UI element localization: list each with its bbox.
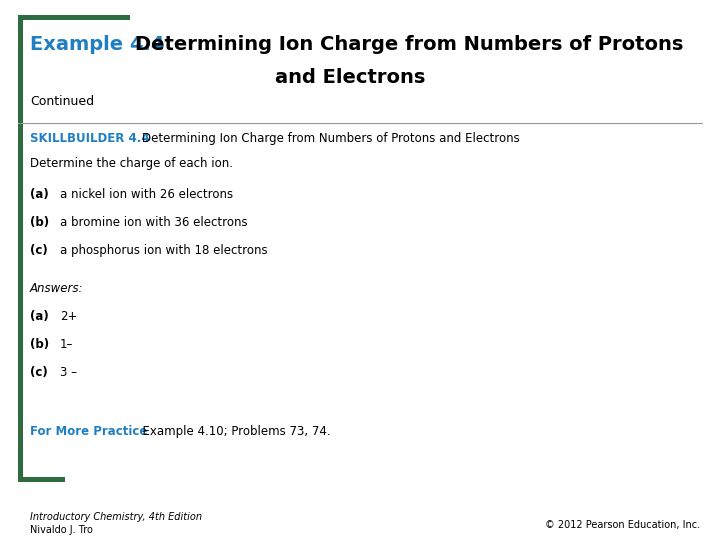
Text: Continued: Continued bbox=[30, 95, 94, 108]
Text: and Electrons: and Electrons bbox=[275, 68, 426, 87]
Text: (b): (b) bbox=[30, 338, 49, 351]
Bar bbox=[18, 15, 130, 20]
Text: Example 4.10; Problems 73, 74.: Example 4.10; Problems 73, 74. bbox=[135, 425, 330, 438]
Text: 3 –: 3 – bbox=[60, 366, 77, 379]
Text: a bromine ion with 36 electrons: a bromine ion with 36 electrons bbox=[60, 216, 248, 229]
Text: a nickel ion with 26 electrons: a nickel ion with 26 electrons bbox=[60, 188, 233, 201]
Text: Example 4.4: Example 4.4 bbox=[30, 35, 164, 54]
Text: Nivaldo J. Tro: Nivaldo J. Tro bbox=[30, 525, 93, 535]
Text: (a): (a) bbox=[30, 188, 49, 201]
Text: (c): (c) bbox=[30, 244, 48, 257]
Text: 2+: 2+ bbox=[60, 310, 77, 323]
Bar bbox=[18, 477, 65, 482]
Text: a phosphorus ion with 18 electrons: a phosphorus ion with 18 electrons bbox=[60, 244, 268, 257]
Text: Determine the charge of each ion.: Determine the charge of each ion. bbox=[30, 157, 233, 170]
Text: (b): (b) bbox=[30, 216, 49, 229]
Text: Determining Ion Charge from Numbers of Protons: Determining Ion Charge from Numbers of P… bbox=[135, 35, 683, 54]
Text: (c): (c) bbox=[30, 366, 48, 379]
Bar bbox=[18, 15, 23, 482]
Text: © 2012 Pearson Education, Inc.: © 2012 Pearson Education, Inc. bbox=[545, 520, 700, 530]
Text: For More Practice: For More Practice bbox=[30, 425, 148, 438]
Text: Answers:: Answers: bbox=[30, 282, 84, 295]
Text: SKILLBUILDER 4.4: SKILLBUILDER 4.4 bbox=[30, 132, 150, 145]
Text: 1–: 1– bbox=[60, 338, 73, 351]
Text: Introductory Chemistry, 4th Edition: Introductory Chemistry, 4th Edition bbox=[30, 512, 202, 522]
Text: Determining Ion Charge from Numbers of Protons and Electrons: Determining Ion Charge from Numbers of P… bbox=[142, 132, 520, 145]
Text: (a): (a) bbox=[30, 310, 49, 323]
